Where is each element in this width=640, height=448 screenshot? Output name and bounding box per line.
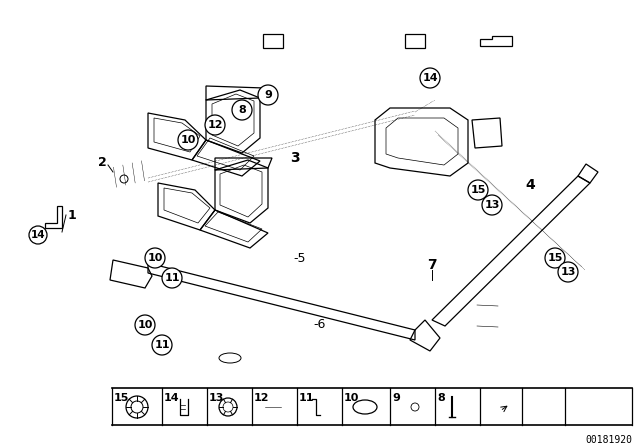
Circle shape [205, 115, 225, 135]
Text: 8: 8 [238, 105, 246, 115]
Text: 10: 10 [138, 320, 153, 330]
Text: -6: -6 [314, 319, 326, 332]
Text: 4: 4 [525, 178, 535, 192]
Text: 10: 10 [147, 253, 163, 263]
Text: 10: 10 [344, 393, 360, 403]
Text: 2: 2 [98, 155, 106, 168]
Text: -5: -5 [294, 251, 307, 264]
Text: 14: 14 [31, 230, 45, 240]
Text: 11: 11 [164, 273, 180, 283]
Text: 7: 7 [427, 258, 437, 272]
Text: 1: 1 [68, 208, 76, 221]
Text: 00181920: 00181920 [585, 435, 632, 445]
Text: 10: 10 [180, 135, 196, 145]
Circle shape [178, 130, 198, 150]
Text: 13: 13 [209, 393, 225, 403]
Text: 9: 9 [392, 393, 400, 403]
Text: 8: 8 [437, 393, 445, 403]
Text: 15: 15 [114, 393, 129, 403]
Text: 12: 12 [254, 393, 269, 403]
Text: 11: 11 [154, 340, 170, 350]
Text: 11: 11 [299, 393, 314, 403]
Text: 14: 14 [422, 73, 438, 83]
Circle shape [558, 262, 578, 282]
Circle shape [468, 180, 488, 200]
Text: 13: 13 [484, 200, 500, 210]
Text: 13: 13 [560, 267, 576, 277]
Text: 9: 9 [264, 90, 272, 100]
Circle shape [232, 100, 252, 120]
Text: 14: 14 [164, 393, 180, 403]
Circle shape [135, 315, 155, 335]
Text: 12: 12 [207, 120, 223, 130]
Text: 3: 3 [290, 151, 300, 165]
Circle shape [258, 85, 278, 105]
Circle shape [162, 268, 182, 288]
Circle shape [482, 195, 502, 215]
Circle shape [152, 335, 172, 355]
Text: 15: 15 [547, 253, 563, 263]
Circle shape [545, 248, 565, 268]
Circle shape [29, 226, 47, 244]
Circle shape [420, 68, 440, 88]
Text: 15: 15 [470, 185, 486, 195]
Circle shape [145, 248, 165, 268]
